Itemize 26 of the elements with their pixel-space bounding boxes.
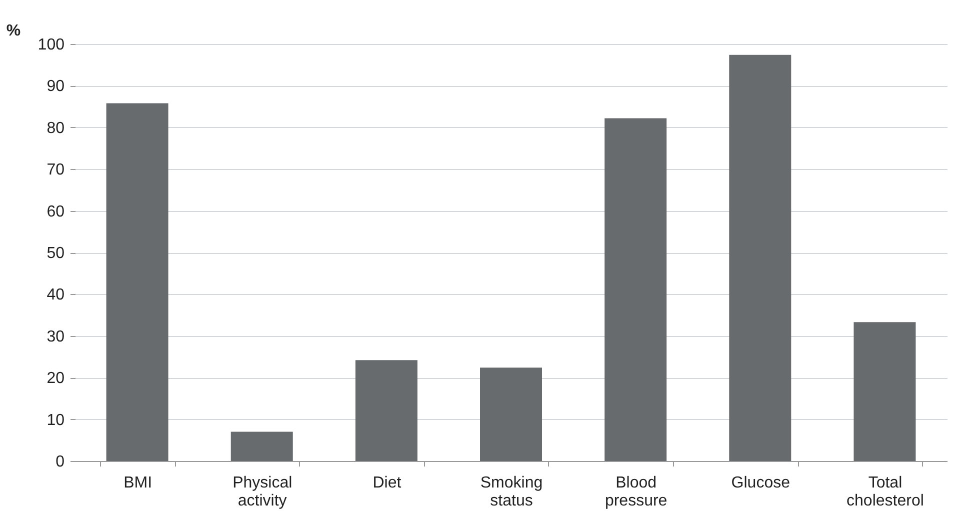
bar [355,360,418,461]
bar [106,103,168,461]
bar [604,118,667,461]
bar [480,368,542,461]
y-tick-label: 50 [46,245,65,262]
y-tick-label: 40 [46,286,65,304]
x-tick-label: Physical activity [232,474,292,510]
y-tick-label: 30 [46,328,65,346]
bar [854,322,916,461]
bar [729,54,792,461]
y-tick-label: 10 [46,412,65,429]
y-tick-label: 80 [46,120,65,137]
bar [230,432,293,461]
y-tick-label: 90 [46,78,65,96]
x-tick-label: Total cholesterol [846,474,924,510]
x-tick-label: BMI [124,474,152,492]
y-tick-label: 70 [46,162,65,179]
y-tick-label: 100 [38,36,65,54]
x-tick-label: Blood pressure [604,474,668,510]
y-axis-title: % [6,22,21,40]
x-tick-label: Smoking status [480,474,543,510]
y-tick-label: 60 [46,203,65,220]
y-tick-label: 20 [46,370,65,388]
y-tick-label: 0 [56,454,65,470]
x-tick-label: Glucose [731,474,790,492]
x-tick-label: Diet [372,474,402,492]
